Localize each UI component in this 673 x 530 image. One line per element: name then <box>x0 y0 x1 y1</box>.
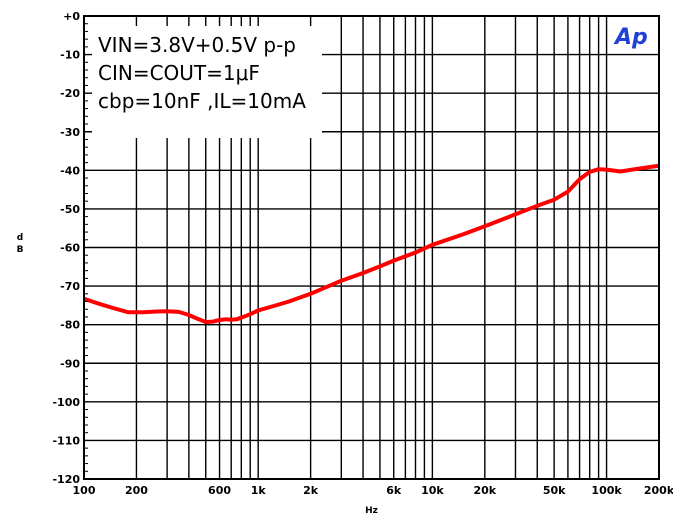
x-tick-label: 2k <box>303 484 319 497</box>
y-tick-label: -40 <box>60 164 80 177</box>
y-tick-label: -80 <box>60 319 80 332</box>
y-tick-label: +0 <box>63 10 80 23</box>
x-tick-label: 100k <box>591 484 622 497</box>
x-axis-label: Hz <box>365 506 378 516</box>
annotation-line: cbp=10nF ,IL=10mA <box>98 89 306 113</box>
y-tick-label: -70 <box>60 280 80 293</box>
x-tick-label: 1k <box>251 484 267 497</box>
x-tick-label: 20k <box>473 484 496 497</box>
y-tick-label: -10 <box>60 49 80 62</box>
y-tick-label: -20 <box>60 87 80 100</box>
ap-logo: Ap <box>613 25 648 50</box>
x-tick-label: 6k <box>386 484 402 497</box>
x-tick-label: 10k <box>421 484 444 497</box>
y-tick-label: -90 <box>60 357 80 370</box>
x-tick-label: 200k <box>644 484 673 497</box>
x-tick-label: 50k <box>543 484 566 497</box>
x-tick-label: 600 <box>208 484 231 497</box>
ap-logo-text: Ap <box>613 25 648 50</box>
x-tick-label: 100 <box>73 484 96 497</box>
series-layer <box>84 166 659 322</box>
y-tick-label: -110 <box>52 434 80 447</box>
y-tick-label: -30 <box>60 126 80 139</box>
annotation-line: VIN=3.8V+0.5V p-p <box>98 33 296 57</box>
y-tick-label: -100 <box>52 396 80 409</box>
x-tick-label: 200 <box>125 484 148 497</box>
y-tick-label: -60 <box>60 242 80 255</box>
series-line <box>84 166 659 322</box>
y-tick-label: -50 <box>60 203 80 216</box>
annotation-line: CIN=COUT=1μF <box>98 61 260 85</box>
